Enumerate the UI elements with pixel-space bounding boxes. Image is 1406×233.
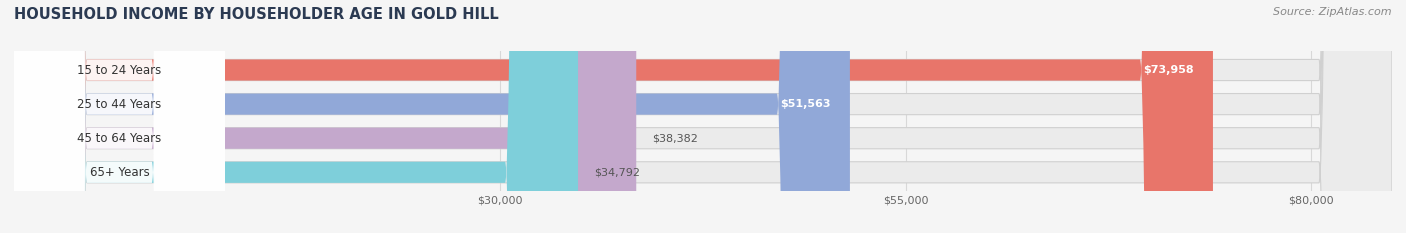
FancyBboxPatch shape bbox=[14, 0, 1392, 233]
FancyBboxPatch shape bbox=[14, 0, 225, 233]
FancyBboxPatch shape bbox=[14, 0, 849, 233]
FancyBboxPatch shape bbox=[14, 0, 225, 233]
Text: 45 to 64 Years: 45 to 64 Years bbox=[77, 132, 162, 145]
FancyBboxPatch shape bbox=[14, 0, 225, 233]
Text: 25 to 44 Years: 25 to 44 Years bbox=[77, 98, 162, 111]
FancyBboxPatch shape bbox=[14, 0, 578, 233]
Text: $73,958: $73,958 bbox=[1143, 65, 1194, 75]
Text: $38,382: $38,382 bbox=[652, 133, 699, 143]
Text: $51,563: $51,563 bbox=[780, 99, 831, 109]
FancyBboxPatch shape bbox=[14, 0, 1392, 233]
FancyBboxPatch shape bbox=[14, 0, 1213, 233]
Text: 15 to 24 Years: 15 to 24 Years bbox=[77, 64, 162, 76]
FancyBboxPatch shape bbox=[14, 0, 1392, 233]
Text: 65+ Years: 65+ Years bbox=[90, 166, 149, 179]
Text: $34,792: $34,792 bbox=[595, 167, 640, 177]
Text: HOUSEHOLD INCOME BY HOUSEHOLDER AGE IN GOLD HILL: HOUSEHOLD INCOME BY HOUSEHOLDER AGE IN G… bbox=[14, 7, 499, 22]
Text: Source: ZipAtlas.com: Source: ZipAtlas.com bbox=[1274, 7, 1392, 17]
FancyBboxPatch shape bbox=[14, 0, 1392, 233]
FancyBboxPatch shape bbox=[14, 0, 225, 233]
FancyBboxPatch shape bbox=[14, 0, 637, 233]
